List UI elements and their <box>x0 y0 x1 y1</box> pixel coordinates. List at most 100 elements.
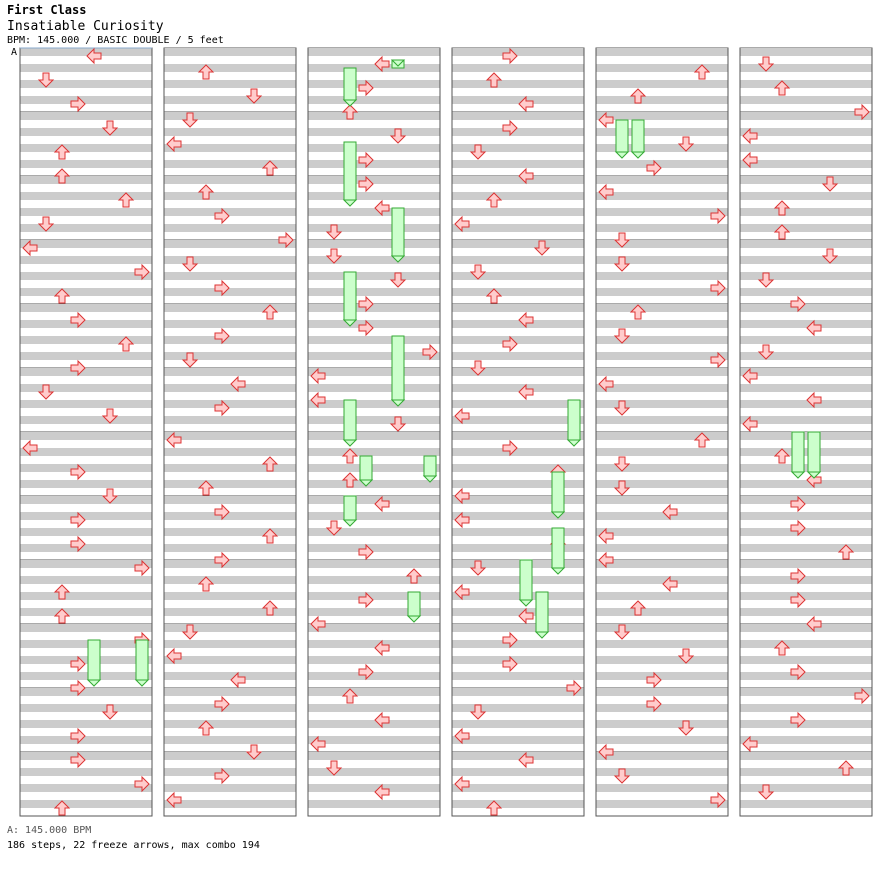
beat-stripe <box>20 176 152 184</box>
beat-stripe <box>740 64 872 72</box>
step-arrow <box>502 119 518 137</box>
beat-stripe <box>740 608 872 616</box>
beat-stripe <box>596 416 728 424</box>
beat-stripe <box>740 240 872 248</box>
beat-stripe <box>740 80 872 88</box>
step-arrow <box>757 56 775 72</box>
beat-stripe <box>452 624 584 632</box>
beat-stripe <box>596 736 728 744</box>
beat-stripe <box>740 416 872 424</box>
beat-stripe <box>164 240 296 248</box>
beat-stripe <box>740 304 872 312</box>
freeze-body <box>359 455 373 481</box>
beat-stripe <box>20 752 152 760</box>
beat-stripe <box>20 688 152 696</box>
step-arrow <box>757 344 775 360</box>
beat-stripe <box>308 208 440 216</box>
step-arrow <box>166 431 182 449</box>
beat-stripe <box>164 176 296 184</box>
step-arrow <box>261 304 279 320</box>
beat-stripe <box>308 368 440 376</box>
beat-stripe <box>20 656 152 664</box>
step-arrow <box>518 751 534 769</box>
beat-stripe <box>164 432 296 440</box>
step-arrow <box>693 64 711 80</box>
step-arrow <box>166 791 182 809</box>
beat-stripe <box>596 800 728 808</box>
step-arrow <box>518 607 534 625</box>
beat-stripe <box>596 256 728 264</box>
freeze-tail <box>390 399 406 407</box>
beat-stripe <box>164 768 296 776</box>
beat-stripe <box>308 704 440 712</box>
beat-stripe <box>308 336 440 344</box>
beat-stripe <box>308 96 440 104</box>
beat-stripe <box>20 192 152 200</box>
beat-stripe <box>164 672 296 680</box>
beat-stripe <box>452 112 584 120</box>
beat-stripe <box>164 48 296 56</box>
freeze-tail <box>518 599 534 607</box>
beat-stripe <box>20 224 152 232</box>
step-arrow <box>214 767 230 785</box>
step-arrow <box>374 711 390 729</box>
step-arrow <box>454 487 470 505</box>
step-arrow <box>230 375 246 393</box>
step-arrow <box>405 568 423 584</box>
beat-stripe <box>164 288 296 296</box>
beat-stripe <box>596 304 728 312</box>
beat-stripe <box>308 656 440 664</box>
step-arrow <box>22 439 38 457</box>
step-arrow <box>821 248 839 264</box>
beat-stripe <box>20 768 152 776</box>
step-arrow <box>485 192 503 208</box>
beat-stripe <box>596 528 728 536</box>
beat-stripe <box>164 272 296 280</box>
step-arrow <box>214 503 230 521</box>
beat-stripe <box>308 560 440 568</box>
beat-stripe <box>20 784 152 792</box>
beat-stripe <box>596 432 728 440</box>
beat-stripe <box>20 96 152 104</box>
step-arrow <box>261 456 279 472</box>
step-arrow <box>454 775 470 793</box>
step-arrow <box>502 631 518 649</box>
freeze-body <box>791 431 805 473</box>
step-arrow <box>197 480 215 496</box>
beat-stripe <box>308 528 440 536</box>
beat-stripe <box>164 256 296 264</box>
beat-stripe <box>20 560 152 568</box>
beat-stripe <box>596 608 728 616</box>
beat-stripe <box>20 320 152 328</box>
step-arrow <box>677 136 695 152</box>
beat-stripe <box>20 528 152 536</box>
step-arrow <box>70 655 86 673</box>
beat-stripe <box>740 624 872 632</box>
beat-stripe <box>740 592 872 600</box>
beat-stripe <box>20 736 152 744</box>
beat-stripe <box>20 272 152 280</box>
beat-stripe <box>740 224 872 232</box>
beat-stripe <box>452 512 584 520</box>
step-arrow <box>854 103 870 121</box>
step-arrow <box>646 695 662 713</box>
step-arrow <box>518 383 534 401</box>
beat-stripe <box>740 400 872 408</box>
beat-stripe <box>452 128 584 136</box>
beat-stripe <box>308 544 440 552</box>
beat-stripe <box>308 176 440 184</box>
step-arrow <box>70 311 86 329</box>
step-arrow <box>598 551 614 569</box>
beat-stripe <box>20 256 152 264</box>
step-arrow <box>710 207 726 225</box>
step-arrow <box>341 472 359 488</box>
step-arrow <box>454 727 470 745</box>
beat-stripe <box>164 160 296 168</box>
step-arrow <box>598 527 614 545</box>
step-arrow <box>837 760 855 776</box>
step-arrow <box>710 279 726 297</box>
step-arrow <box>598 111 614 129</box>
beat-stripe <box>452 672 584 680</box>
beat-stripe <box>596 96 728 104</box>
beat-stripe <box>452 432 584 440</box>
